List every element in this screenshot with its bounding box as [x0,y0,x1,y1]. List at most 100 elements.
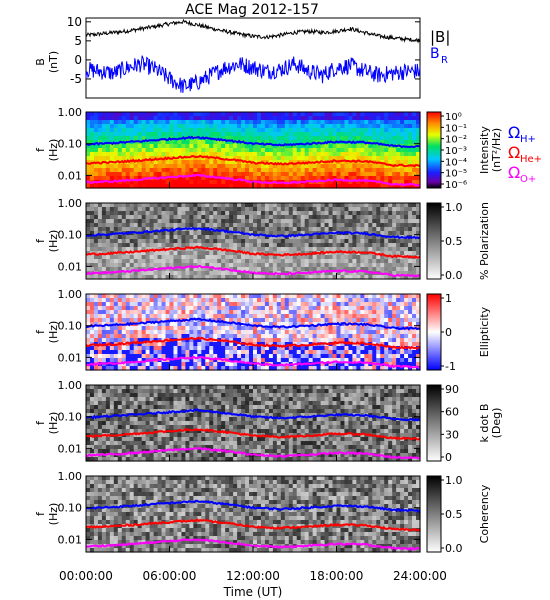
heatmap-cell [105,219,111,224]
heatmap-cell [89,326,95,331]
heatmap-cell [153,310,159,315]
heatmap-cell [280,306,286,311]
heatmap-cell [205,124,210,129]
heatmap-cell [336,148,342,153]
heatmap-cell [296,326,302,331]
heatmap-cell [356,148,361,153]
heatmap-cell [117,346,123,351]
heatmap-cell [300,298,306,303]
heatmap-cell [133,326,139,331]
heatmap-cell [400,160,405,165]
heatmap-cell [408,223,413,228]
heatmap-cell [308,294,314,299]
heatmap-cell [117,350,123,355]
heatmap-cell [209,156,214,161]
heatmap-cell [372,215,377,220]
heatmap-cell [245,128,250,133]
heatmap-cell [324,259,330,264]
heatmap-cell [109,334,115,339]
heatmap-cell [86,243,91,248]
gyro-line-he-plus [85,336,421,350]
heatmap-cell [193,203,198,208]
heatmap-cell [260,112,266,117]
heatmap-cell [360,156,365,161]
heatmap-cell [316,120,322,125]
heatmap-cell [288,211,294,216]
heatmap-cell [97,247,103,252]
heatmap-cell [360,227,365,232]
heatmap-cell [404,314,409,319]
heatmap-cell [276,112,282,117]
heatmap-cell [352,338,357,343]
heatmap-cell [145,302,151,307]
heatmap-cell [372,255,377,260]
heatmap-cell [368,235,373,240]
heatmap-cell [233,298,238,303]
heatmap-cell [237,227,242,232]
heatmap-cell [165,180,171,185]
heatmap-cell [384,203,389,208]
heatmap-cell [157,144,163,149]
heatmap-cell [332,294,338,299]
heatmap-cell [189,243,194,248]
heatmap-cell [388,164,393,169]
heatmap-cell [129,136,135,141]
heatmap-cell [316,227,322,232]
heatmap-cell [344,314,350,319]
heatmap-cell [344,219,350,224]
heatmap-cell [141,223,147,228]
heatmap-cell [177,366,183,371]
heatmap-cell [113,152,119,157]
heatmap-cell [264,235,270,240]
heatmap-cell [137,294,143,299]
heatmap-cell [201,330,206,335]
heatmap-cell [137,263,143,268]
y-axis-unit: (Hz) [47,321,60,344]
heatmap-cell [113,259,119,264]
heatmap-cell [97,144,103,149]
heatmap-cell [284,338,290,343]
heatmap-cell [344,326,350,331]
heatmap-cell [189,211,194,216]
heatmap-cell [97,168,103,173]
heatmap-cell [388,338,393,343]
heatmap-cell [233,239,238,244]
heatmap-cell [352,318,357,323]
heatmap-cell [396,271,401,276]
heatmap-cell [384,140,389,145]
heatmap-cell [396,124,401,129]
heatmap-cell [280,120,286,125]
heatmap-cell [368,267,373,272]
heatmap-cell [392,255,397,260]
heatmap-cell [404,112,409,117]
heatmap-cell [105,172,111,177]
heatmap-cell [177,306,183,311]
heatmap-cell [408,354,413,359]
heatmap-cell [193,267,198,272]
heatmap-cell [268,120,274,125]
heatmap-cell [316,176,322,181]
heatmap-cell [157,120,163,125]
heatmap-cell [324,298,330,303]
heatmap-cell [332,366,338,371]
heatmap-cell [197,176,202,181]
heatmap-cell [400,136,405,141]
heatmap-cell [272,255,278,260]
heatmap-cell [241,132,246,137]
y-axis-unit: (Hz) [47,230,60,253]
heatmap-cell [372,366,377,371]
heatmap-cell [213,223,218,228]
heatmap-cell [328,128,334,133]
heatmap-cell [280,314,286,319]
heatmap-cell [253,302,258,307]
heatmap-cell [348,148,354,153]
heatmap-cell [133,235,139,240]
heatmap-cell [340,160,346,165]
heatmap-cell [408,338,413,343]
heatmap-cell [89,294,95,299]
heatmap-cell [97,176,103,181]
heatmap-cell [408,203,413,208]
heatmap-cell [344,263,350,268]
heatmap-cell [308,310,314,315]
heatmap-cell [233,342,238,347]
